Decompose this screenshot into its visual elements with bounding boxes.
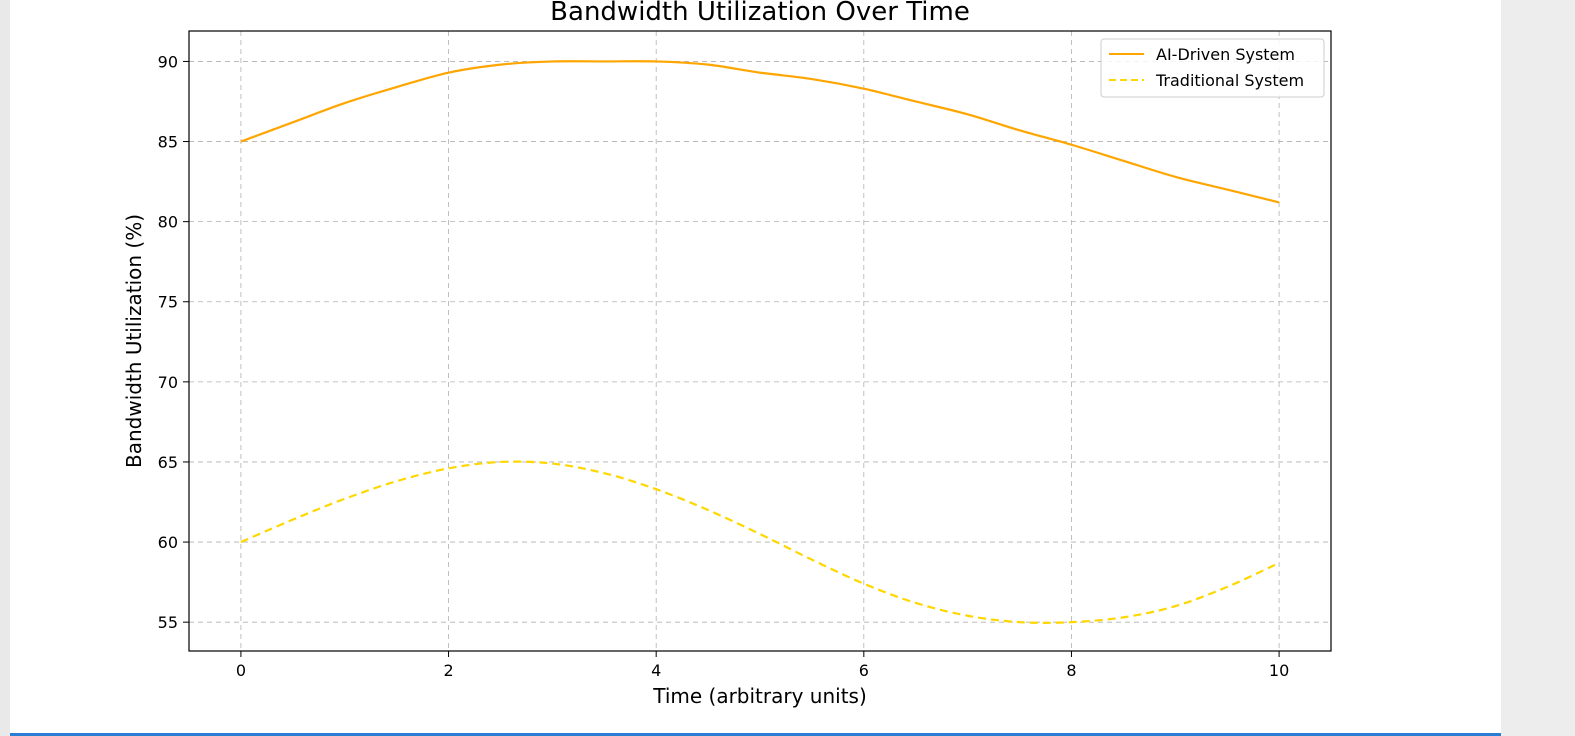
x-tick-label: 2 [443,661,453,680]
legend-label-traditional: Traditional System [1155,71,1304,90]
grid-lines [189,31,1331,651]
x-tick-label: 0 [236,661,246,680]
y-tick-label: 75 [158,293,178,312]
y-tick-label: 60 [158,533,178,552]
y-tick-label: 70 [158,373,178,392]
series-layer [240,60,1280,624]
chart-page: 0 2 4 6 8 10 55 60 65 70 75 80 85 90 Bandwidth Utiliz… [10,0,1501,733]
line-chart: 0 2 4 6 8 10 55 60 65 70 75 80 85 90 Bandwidth Utiliz… [122,0,1332,708]
x-tick-label: 10 [1269,661,1289,680]
y-tick-label: 85 [158,133,178,152]
y-tick-label: 55 [158,613,178,632]
viewer-gutter [1501,0,1575,736]
x-tick-label: 4 [651,661,661,680]
chart-title: Bandwidth Utilization Over Time [550,0,970,27]
series-line-ai-driven [240,60,1280,204]
legend-box [1100,38,1325,98]
x-tick-label: 6 [859,661,869,680]
y-axis-label: Bandwidth Utilization (%) [122,214,146,468]
y-tick-label: 90 [158,52,178,71]
legend: AI-Driven System Traditional System [1100,38,1325,98]
plot-frame [188,30,1332,652]
x-tick-label: 8 [1066,661,1076,680]
y-tick-label: 80 [158,213,178,232]
legend-label-ai-driven: AI-Driven System [1156,45,1295,64]
window-bottom-edge [10,733,1501,736]
series-line-traditional [240,460,1280,624]
axis-ticks: 0 2 4 6 8 10 55 60 65 70 75 80 85 90 [158,52,1290,680]
x-axis-label: Time (arbitrary units) [652,684,867,708]
y-tick-label: 65 [158,453,178,472]
